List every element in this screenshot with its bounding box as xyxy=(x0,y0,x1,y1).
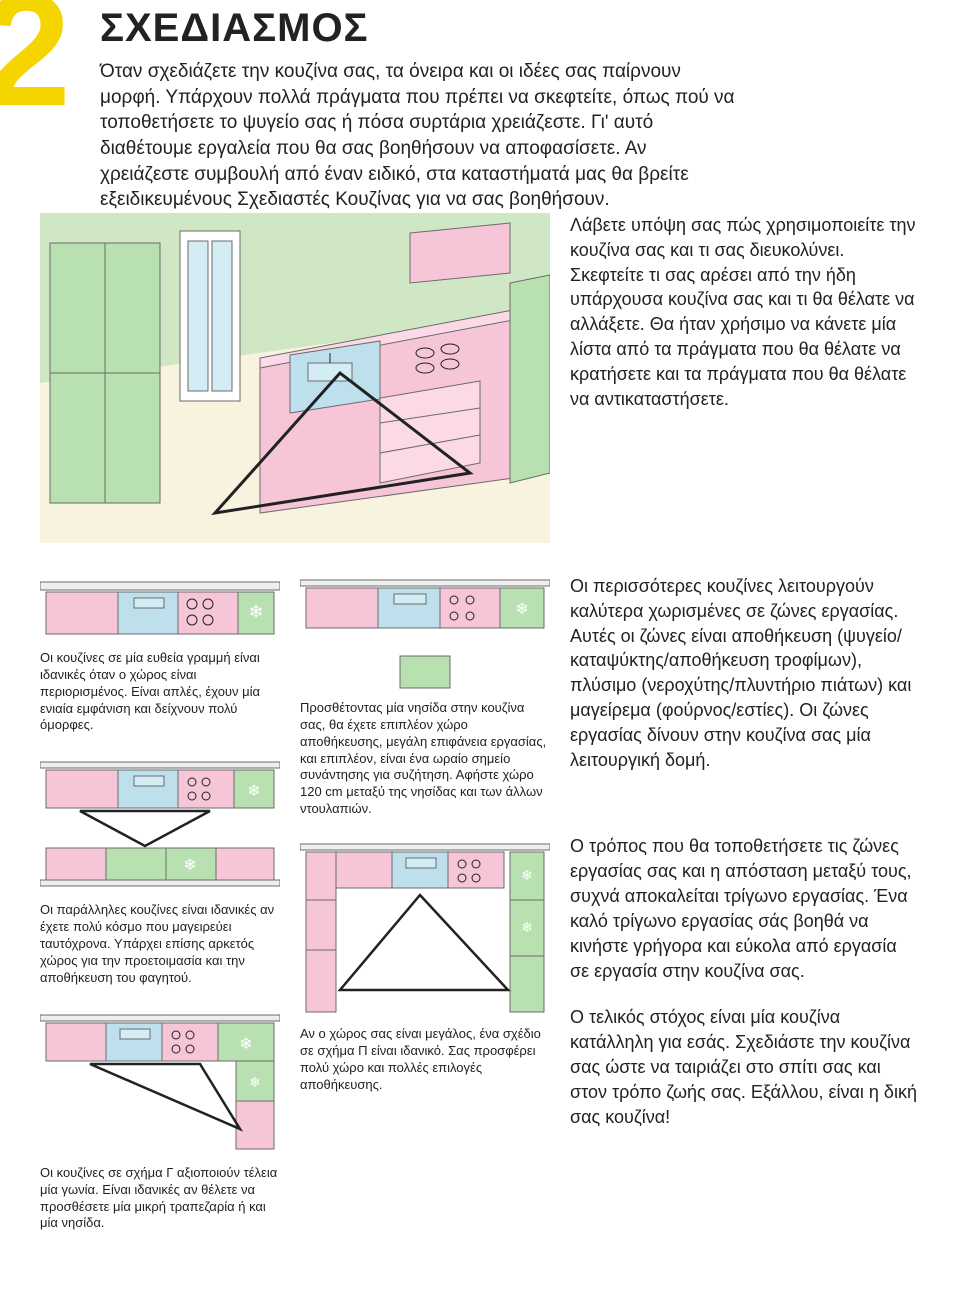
intro-paragraph: Όταν σχεδιάζετε την κουζίνα σας, τα όνει… xyxy=(40,51,740,213)
svg-text:❄: ❄ xyxy=(521,867,533,883)
ushape-layout-caption: Αν ο χώρος σας είναι μεγάλος, ένα σχέδιο… xyxy=(300,1026,550,1094)
kitchen-3d-hero-illustration xyxy=(40,213,550,548)
straight-layout-illustration: ❄ xyxy=(40,574,280,644)
parallel-layout-caption: Οι παράλληλες κουζίνες είναι ιδανικές αν… xyxy=(40,902,280,986)
lshape-layout-caption: Οι κουζίνες σε σχήμα Γ αξιοποιούν τέλεια… xyxy=(40,1165,280,1233)
svg-text:❄: ❄ xyxy=(247,783,260,800)
island-layout-illustration: ❄ xyxy=(300,574,550,694)
island-layout-caption: Προσθέτοντας μία νησίδα στην κουζίνα σας… xyxy=(300,700,550,818)
lshape-layout-illustration: ❄ ❄ xyxy=(40,1009,280,1159)
svg-text:❄: ❄ xyxy=(248,602,263,622)
parallel-layout-illustration: ❄ ❄ xyxy=(40,756,280,896)
body-paragraph-4: Ο τελικός στόχος είναι μία κουζίνα κατάλ… xyxy=(570,1005,920,1129)
svg-text:❄: ❄ xyxy=(249,1074,261,1090)
straight-layout-caption: Οι κουζίνες σε μία ευθεία γραμμή είναι ι… xyxy=(40,650,280,734)
body-paragraph-3: Ο τρόπος που θα τοποθετήσετε τις ζώνες ε… xyxy=(570,834,920,983)
page-title: ΣΧΕΔΙΑΣΜΟΣ xyxy=(40,0,920,51)
body-paragraph-1: Λάβετε υπόψη σας πώς χρησιμοποιείτε την … xyxy=(570,213,920,412)
ushape-layout-illustration: ❄ ❄ xyxy=(300,840,550,1020)
svg-text:❄: ❄ xyxy=(239,1036,252,1053)
svg-text:❄: ❄ xyxy=(515,601,528,618)
svg-text:❄: ❄ xyxy=(183,857,196,874)
svg-text:❄: ❄ xyxy=(521,919,533,935)
body-paragraph-2: Οι περισσότερες κουζίνες λειτουργούν καλ… xyxy=(570,574,920,773)
